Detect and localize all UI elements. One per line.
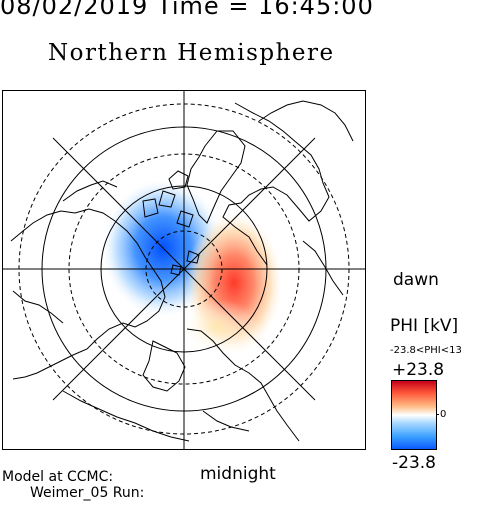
coastlines	[10, 100, 354, 442]
colorbar-range: -23.8<PHI<13	[390, 345, 462, 356]
dawn-label: dawn	[393, 270, 439, 290]
colorbar	[391, 380, 437, 450]
model-label: Model at CCMC:	[2, 469, 114, 485]
potential-pattern	[101, 178, 282, 355]
polar-map	[2, 90, 366, 450]
page-title: Northern Hemisphere	[48, 40, 335, 66]
midnight-label: midnight	[200, 464, 276, 484]
meridian-grid	[3, 91, 365, 449]
colorbar-zero-tick	[436, 414, 439, 415]
colorbar-zero-label: 0	[440, 409, 447, 420]
run-label: Weimer_05 Run:	[30, 485, 145, 501]
colorbar-max-label: +23.8	[392, 360, 445, 380]
colorbar-title: PHI [kV]	[390, 316, 459, 336]
timestamp-header: 08/02/2019 Time = 16:45:00	[0, 0, 374, 20]
colorbar-min-label: -23.8	[392, 453, 436, 473]
dawn-cell-tail	[178, 299, 258, 355]
